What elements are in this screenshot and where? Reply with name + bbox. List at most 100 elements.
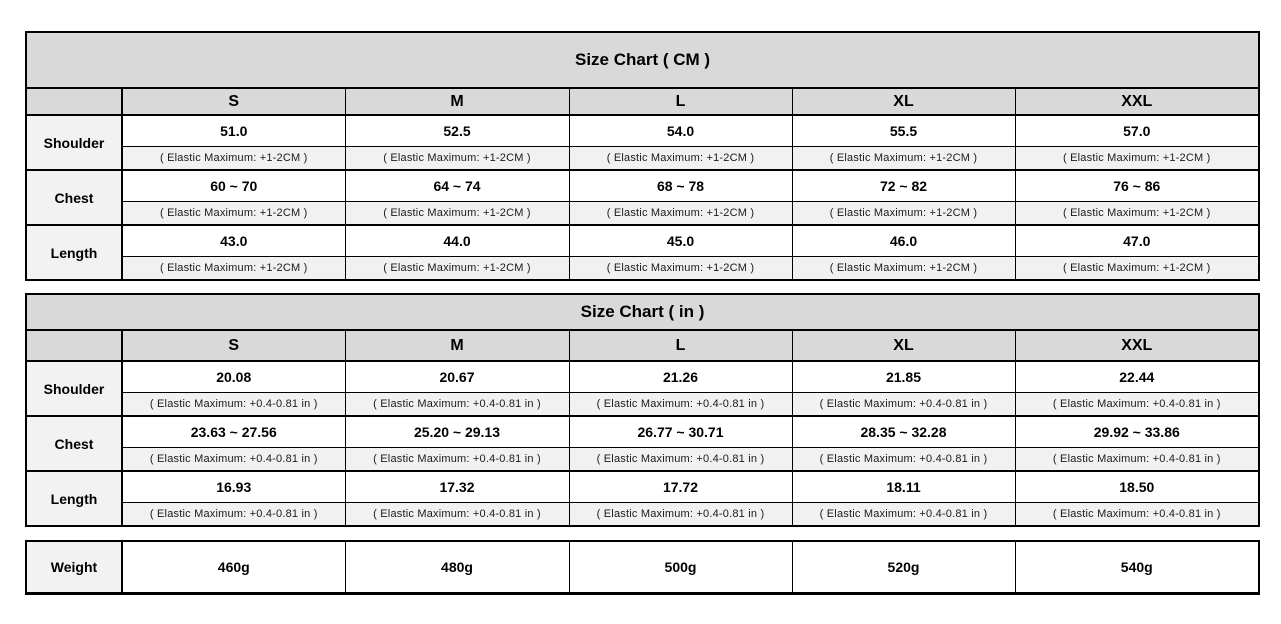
row-label-length: Length [25,470,123,527]
size-header-row: S M L XL XXL [25,87,1260,116]
elastic-note: ( Elastic Maximum: +0.4-0.81 in ) [344,391,570,417]
row-label-weight: Weight [25,540,123,594]
measurement-value: 52.5 [344,114,570,147]
measurement-value: 55.5 [791,114,1016,147]
size-header-cell: XXL [1014,87,1260,116]
elastic-note: ( Elastic Maximum: +1-2CM ) [568,255,793,281]
row-label-chest: Chest [25,169,123,226]
size-header-cell: XL [791,329,1016,362]
size-header-cell: M [344,329,570,362]
elastic-note: ( Elastic Maximum: +1-2CM ) [121,145,346,171]
chest-value-row: Chest 60 ~ 70 64 ~ 74 68 ~ 78 72 ~ 82 76… [25,169,1260,226]
elastic-note: ( Elastic Maximum: +0.4-0.81 in ) [791,446,1016,472]
weight-value: 540g [1014,540,1260,594]
row-label-shoulder: Shoulder [25,360,123,417]
measurement-value: 21.26 [568,360,793,393]
measurement-value: 18.11 [791,470,1016,503]
elastic-note: ( Elastic Maximum: +0.4-0.81 in ) [1014,391,1260,417]
weight-row: Weight 460g 480g 500g 520g 540g [25,540,1260,594]
weight-value: 480g [344,540,570,594]
size-header-cell: XL [791,87,1016,116]
measurement-value: 51.0 [121,114,346,147]
measurement-value: 45.0 [568,224,793,257]
elastic-note: ( Elastic Maximum: +1-2CM ) [1014,145,1260,171]
weight-value: 500g [568,540,793,594]
elastic-note: ( Elastic Maximum: +0.4-0.81 in ) [791,391,1016,417]
measurement-value: 57.0 [1014,114,1260,147]
elastic-note: ( Elastic Maximum: +1-2CM ) [344,255,570,281]
size-header-cell: XXL [1014,329,1260,362]
measurement-value: 60 ~ 70 [121,169,346,202]
elastic-note: ( Elastic Maximum: +0.4-0.81 in ) [568,391,793,417]
measurement-value: 16.93 [121,470,346,503]
elastic-note: ( Elastic Maximum: +1-2CM ) [344,145,570,171]
size-header-cell: S [121,87,346,116]
measurement-value: 22.44 [1014,360,1260,393]
chest-value-row: Chest 23.63 ~ 27.56 25.20 ~ 29.13 26.77 … [25,415,1260,472]
size-chart-in-title: Size Chart ( in ) [25,293,1260,331]
table-title-row: Size Chart ( CM ) [25,31,1260,89]
measurement-value: 26.77 ~ 30.71 [568,415,793,448]
elastic-note: ( Elastic Maximum: +0.4-0.81 in ) [1014,501,1260,527]
chest-note-row: ( Elastic Maximum: +1-2CM ) ( Elastic Ma… [26,200,1260,226]
elastic-note: ( Elastic Maximum: +1-2CM ) [1014,255,1260,281]
shoulder-value-row: Shoulder 51.0 52.5 54.0 55.5 57.0 [25,114,1260,171]
elastic-note: ( Elastic Maximum: +1-2CM ) [568,200,793,226]
shoulder-note-row: ( Elastic Maximum: +1-2CM ) ( Elastic Ma… [26,145,1260,171]
elastic-note: ( Elastic Maximum: +0.4-0.81 in ) [1014,446,1260,472]
measurement-value: 29.92 ~ 33.86 [1014,415,1260,448]
length-note-row: ( Elastic Maximum: +0.4-0.81 in ) ( Elas… [26,501,1260,527]
row-label-chest: Chest [25,415,123,472]
measurement-value: 17.72 [568,470,793,503]
weight-value: 460g [121,540,346,594]
elastic-note: ( Elastic Maximum: +0.4-0.81 in ) [568,446,793,472]
measurement-value: 20.08 [121,360,346,393]
measurement-value: 20.67 [344,360,570,393]
length-value-row: Length 16.93 17.32 17.72 18.11 18.50 [25,470,1260,527]
elastic-note: ( Elastic Maximum: +0.4-0.81 in ) [568,501,793,527]
corner-cell [25,87,123,116]
elastic-note: ( Elastic Maximum: +0.4-0.81 in ) [344,446,570,472]
measurement-value: 17.32 [344,470,570,503]
size-header-cell: S [121,329,346,362]
size-header-row: S M L XL XXL [25,329,1260,362]
shoulder-value-row: Shoulder 20.08 20.67 21.26 21.85 22.44 [25,360,1260,417]
length-value-row: Length 43.0 44.0 45.0 46.0 47.0 [25,224,1260,281]
measurement-value: 76 ~ 86 [1014,169,1260,202]
elastic-note: ( Elastic Maximum: +1-2CM ) [121,200,346,226]
measurement-value: 72 ~ 82 [791,169,1016,202]
size-header-cell: L [568,87,793,116]
size-header-cell: L [568,329,793,362]
size-chart-in-table: Size Chart ( in ) S M L XL XXL Shoulder … [25,293,1261,527]
measurement-value: 68 ~ 78 [568,169,793,202]
elastic-note: ( Elastic Maximum: +1-2CM ) [791,255,1016,281]
elastic-note: ( Elastic Maximum: +0.4-0.81 in ) [791,501,1016,527]
measurement-value: 44.0 [344,224,570,257]
elastic-note: ( Elastic Maximum: +1-2CM ) [568,145,793,171]
elastic-note: ( Elastic Maximum: +1-2CM ) [791,200,1016,226]
measurement-value: 46.0 [791,224,1016,257]
size-chart-cm-title: Size Chart ( CM ) [25,31,1260,89]
elastic-note: ( Elastic Maximum: +1-2CM ) [1014,200,1260,226]
elastic-note: ( Elastic Maximum: +0.4-0.81 in ) [344,501,570,527]
measurement-value: 47.0 [1014,224,1260,257]
measurement-value: 54.0 [568,114,793,147]
measurement-value: 28.35 ~ 32.28 [791,415,1016,448]
measurement-value: 21.85 [791,360,1016,393]
measurement-value: 23.63 ~ 27.56 [121,415,346,448]
elastic-note: ( Elastic Maximum: +0.4-0.81 in ) [121,391,346,417]
table-title-row: Size Chart ( in ) [25,293,1260,331]
size-header-cell: M [344,87,570,116]
chest-note-row: ( Elastic Maximum: +0.4-0.81 in ) ( Elas… [26,446,1260,472]
weight-value: 520g [791,540,1016,594]
length-note-row: ( Elastic Maximum: +1-2CM ) ( Elastic Ma… [26,255,1260,281]
measurement-value: 18.50 [1014,470,1260,503]
weight-table: Weight 460g 480g 500g 520g 540g [25,540,1260,595]
elastic-note: ( Elastic Maximum: +1-2CM ) [121,255,346,281]
measurement-value: 25.20 ~ 29.13 [344,415,570,448]
row-label-shoulder: Shoulder [25,114,123,171]
elastic-note: ( Elastic Maximum: +0.4-0.81 in ) [121,446,346,472]
measurement-value: 43.0 [121,224,346,257]
elastic-note: ( Elastic Maximum: +1-2CM ) [344,200,570,226]
